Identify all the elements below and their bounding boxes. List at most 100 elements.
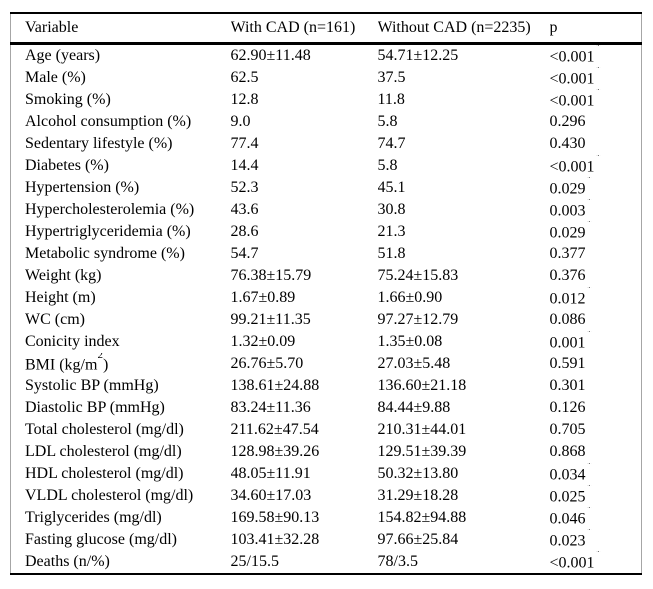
cell-p-value: 0.003*	[550, 199, 642, 221]
cell-without-cad: 21.3	[377, 223, 406, 240]
table-row: WC (cm) 99.21±11.35 97.27±12.79 0.086	[11, 309, 642, 331]
cell-without-cad: 5.8	[377, 113, 398, 130]
cell-variable: BMI (kg/m2)	[11, 353, 231, 375]
table-row: Fasting glucose (mg/dl) 103.41±32.28 97.66…	[11, 529, 642, 551]
significance-asterisk: *	[586, 221, 593, 228]
cell-with-cad: 62.5	[230, 69, 259, 86]
cell-with-cad: 48.05±11.91	[230, 465, 311, 482]
cell-without-cad: 84.44±9.88	[377, 399, 451, 416]
cell-variable: WC (cm)	[25, 311, 85, 328]
cell-variable: Diastolic BP (mmHg)	[25, 399, 165, 416]
significance-asterisk: *	[586, 331, 593, 338]
cell-variable: Conicity index	[25, 333, 120, 350]
cell-with-cad: 1.32±0.09	[230, 333, 296, 350]
cell-without-cad: 97.27±12.79	[377, 311, 459, 328]
col-header-with-cad: With CAD (n=161)	[230, 13, 378, 45]
significance-asterisk: *	[595, 551, 602, 558]
cell-p-value: 0.430	[549, 135, 586, 152]
table-row: Age (years) 62.90±11.48 54.71±12.25 <0.001*	[11, 44, 642, 68]
table-row: Metabolic syndrome (%) 54.7 51.8 0.377	[11, 243, 642, 265]
significance-asterisk: *	[586, 287, 593, 294]
significance-asterisk: *	[586, 199, 593, 206]
table-row: Alcohol consumption (%) 9.0 5.8 0.296	[11, 111, 642, 133]
table-row: Triglycerides (mg/dl) 169.58±90.13 154.82±…	[11, 507, 642, 529]
table-row: Diastolic BP (mmHg) 83.24±11.36 84.44±9.88…	[11, 397, 642, 419]
cell-with-cad: 25/15.5	[230, 553, 279, 570]
cell-without-cad: 154.82±94.88	[377, 509, 467, 526]
significance-asterisk: *	[586, 485, 593, 492]
significance-asterisk: *	[586, 529, 593, 536]
significance-asterisk: *	[595, 89, 602, 96]
cell-with-cad: 128.98±39.26	[230, 443, 320, 460]
cell-p-value: 0.868	[549, 443, 586, 460]
table-row: Male (%) 62.5 37.5 <0.001*	[11, 67, 642, 89]
cell-without-cad: 27.03±5.48	[377, 355, 451, 372]
header-row: Variable With CAD (n=161) Without CAD (n…	[10, 13, 642, 45]
cell-without-cad: 31.29±18.28	[377, 487, 459, 504]
cell-without-cad: 78/3.5	[377, 553, 418, 570]
table-row: Total cholesterol (mg/dl) 211.62±47.54 210…	[11, 419, 642, 441]
cell-with-cad: 43.6	[230, 201, 259, 218]
table-row: Systolic BP (mmHg) 138.61±24.88 136.60±21.…	[11, 375, 642, 397]
cell-with-cad: 12.8	[230, 91, 259, 108]
cell-p-value: 0.025*	[550, 485, 642, 507]
cell-with-cad: 9.0	[230, 113, 251, 130]
cell-p-value: 0.034*	[550, 463, 642, 485]
significance-asterisk: *	[595, 67, 602, 74]
cell-with-cad: 1.67±0.89	[230, 289, 296, 306]
cell-variable: Sedentary lifestyle (%)	[25, 135, 173, 152]
cell-with-cad: 62.90±11.48	[230, 47, 311, 64]
table-row: Sedentary lifestyle (%) 77.4 74.7 0.430	[11, 133, 642, 155]
cell-with-cad: 76.38±15.79	[230, 267, 312, 284]
cell-with-cad: 28.6	[230, 223, 259, 240]
cell-without-cad: 129.51±39.39	[377, 443, 467, 460]
cell-with-cad: 83.24±11.36	[230, 399, 311, 416]
cell-variable: Triglycerides (mg/dl)	[25, 509, 162, 526]
table-row: Diabetes (%) 14.4 5.8 <0.001*	[11, 155, 642, 177]
cell-p-value: <0.001*	[550, 44, 642, 68]
cell-variable: Hypertension (%)	[25, 179, 140, 196]
table-row: Conicity index 1.32±0.09 1.35±0.08 0.001*	[11, 331, 642, 353]
significance-asterisk: *	[586, 507, 593, 514]
cell-p-value: 0.029*	[550, 221, 642, 243]
col-header-without-cad: Without CAD (n=2235)	[377, 13, 550, 45]
cell-variable: HDL cholesterol (mg/dl)	[25, 465, 184, 482]
cell-without-cad: 97.66±25.84	[377, 531, 459, 548]
cell-p-value: 0.012*	[550, 287, 642, 309]
significance-asterisk: *	[595, 155, 602, 162]
cell-p-value: 0.377	[549, 245, 586, 262]
cell-with-cad: 54.7	[230, 245, 259, 262]
table-row: LDL cholesterol (mg/dl) 128.98±39.26 129.5…	[11, 441, 642, 463]
cell-p-value: 0.046*	[550, 507, 642, 529]
cell-variable: Male (%)	[25, 69, 86, 86]
cell-variable: Hypercholesterolemia (%)	[25, 201, 195, 218]
cell-variable: Total cholesterol (mg/dl)	[25, 421, 184, 438]
cell-p-value: 0.296	[549, 113, 586, 130]
cell-without-cad: 11.8	[377, 91, 405, 108]
cad-characteristics-table: Variable With CAD (n=161) Without CAD (n…	[10, 12, 642, 575]
cell-without-cad: 5.8	[377, 157, 398, 174]
cell-without-cad: 30.8	[377, 201, 406, 218]
cell-variable: Diabetes (%)	[25, 157, 109, 174]
cell-variable: VLDL cholesterol (mg/dl)	[25, 487, 194, 504]
cell-p-value: 0.591	[549, 355, 586, 372]
table-row: Smoking (%) 12.8 11.8 <0.001*	[11, 89, 642, 111]
cell-p-value: 0.705	[549, 421, 586, 438]
cell-without-cad: 1.35±0.08	[377, 333, 443, 350]
cell-without-cad: 37.5	[377, 69, 406, 86]
cell-without-cad: 1.66±0.90	[377, 289, 443, 306]
cell-with-cad: 77.4	[230, 135, 259, 152]
significance-asterisk: *	[595, 43, 602, 52]
cell-p-value: 0.023*	[550, 529, 642, 551]
col-header-p: p	[549, 13, 642, 45]
cell-without-cad: 75.24±15.83	[377, 267, 459, 284]
cell-with-cad: 169.58±90.13	[230, 509, 320, 526]
cell-with-cad: 14.4	[230, 157, 259, 174]
cell-variable: Hypertriglyceridemia (%)	[25, 223, 191, 240]
cell-without-cad: 210.31±44.01	[377, 421, 467, 438]
cell-with-cad: 211.62±47.54	[230, 421, 319, 438]
cell-variable: Height (m)	[25, 289, 96, 306]
cell-variable: Systolic BP (mmHg)	[25, 377, 159, 394]
cell-without-cad: 74.7	[377, 135, 406, 152]
table-row: BMI (kg/m2) 26.76±5.70 27.03±5.48 0.591	[11, 353, 642, 375]
